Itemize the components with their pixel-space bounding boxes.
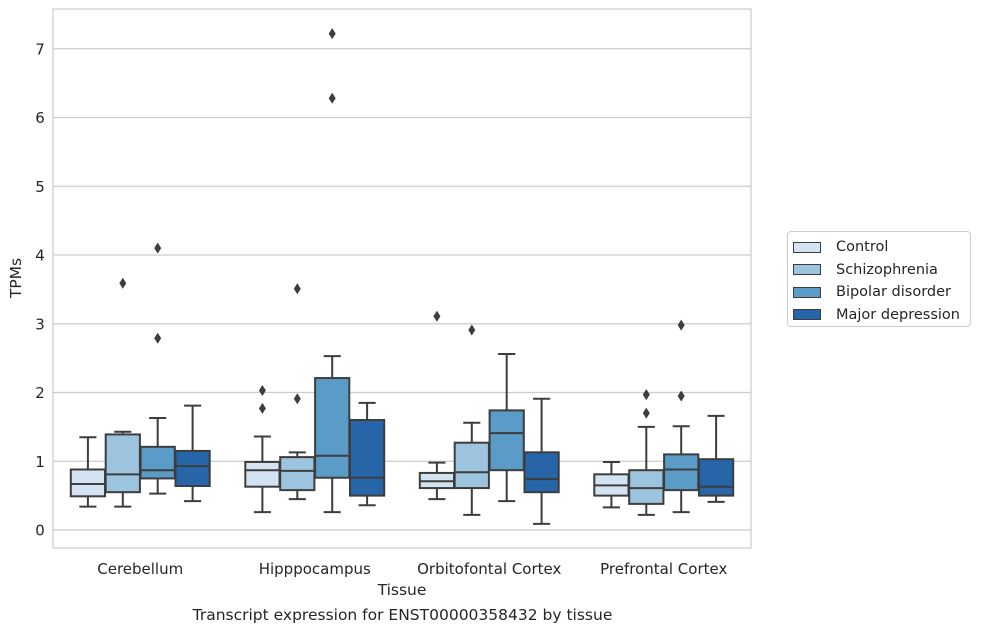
box-plot (523, 397, 560, 525)
outlier-point (433, 310, 441, 322)
x-tick-label: Cerebellum (97, 560, 183, 578)
y-axis-label: TPMs (7, 258, 25, 299)
y-tick-label: 6 (35, 109, 45, 127)
outlier-point (154, 332, 162, 344)
outlier-point (677, 390, 685, 402)
outlier-point (293, 393, 301, 405)
x-axis-ticks: Cerebellum Hipppocampus Orbitofontal Corte… (97, 560, 727, 578)
legend-swatch (793, 309, 821, 321)
box-plot (69, 436, 107, 508)
box-plot (663, 319, 700, 514)
box (488, 409, 525, 472)
box (697, 458, 735, 497)
box-plot (418, 310, 456, 501)
outlier-point (642, 407, 650, 419)
y-axis-ticks: 0 1 2 3 4 5 6 7 (35, 40, 45, 539)
box-plot (104, 277, 141, 508)
legend-label: Major depression (836, 306, 960, 323)
plot-frame (52, 8, 752, 549)
y-tick-label: 2 (35, 384, 45, 402)
box (174, 449, 211, 487)
box (663, 453, 700, 492)
x-tick-label: Prefrontal Cortex (600, 560, 727, 578)
outlier-point (258, 384, 266, 396)
y-tick-label: 4 (35, 247, 45, 265)
box-plot (244, 384, 281, 514)
x-axis-label: Tissue (377, 581, 427, 599)
y-tick-label: 7 (35, 40, 45, 58)
outlier-point (258, 402, 266, 414)
y-tick-label: 5 (35, 178, 45, 196)
legend-label: Bipolar disorder (836, 284, 951, 301)
box (244, 460, 281, 488)
outlier-point (154, 242, 162, 254)
outlier-point (293, 283, 301, 295)
legend-swatch (793, 264, 821, 276)
outlier-point (328, 28, 336, 40)
legend-item-control: Control (793, 236, 970, 259)
box-plot (279, 283, 316, 501)
legend-item-schizophrenia: Schizophrenia (793, 259, 970, 282)
y-tick-label: 3 (35, 315, 45, 333)
legend-swatch (793, 286, 821, 298)
box-plot (314, 28, 351, 514)
figure-caption: Transcript expression for ENST0000035843… (192, 606, 613, 624)
box-series (69, 28, 735, 525)
box (104, 433, 141, 494)
outlier-point (677, 319, 685, 331)
y-tick-label: 0 (35, 522, 45, 540)
box (314, 377, 351, 479)
box (453, 441, 490, 490)
legend-label: Schizophrenia (836, 261, 938, 278)
legend-item-major-depression: Major depression (793, 304, 970, 327)
legend-item-bipolar-disorder: Bipolar disorder (793, 281, 970, 304)
box (523, 451, 560, 494)
legend: Control Schizophrenia Bipolar disorder M… (787, 231, 971, 327)
box (348, 419, 386, 497)
box-plot (593, 460, 630, 509)
y-tick-label: 1 (35, 453, 45, 471)
x-tick-label: Hipppocampus (259, 560, 371, 578)
legend-label: Control (836, 239, 889, 256)
box-plot (174, 404, 211, 503)
box (279, 456, 316, 492)
box (139, 445, 176, 480)
box-plot (453, 324, 490, 516)
box-plot (697, 414, 735, 503)
box-plot (628, 389, 665, 516)
box (628, 469, 665, 505)
outlier-point (119, 277, 127, 289)
box-plot (139, 242, 176, 495)
box-plot (348, 401, 386, 507)
legend-swatch (793, 241, 821, 253)
outlier-point (468, 324, 476, 336)
outlier-point (642, 389, 650, 401)
box (69, 468, 107, 498)
outlier-point (328, 92, 336, 104)
box-plot (488, 353, 525, 503)
x-tick-label: Orbitofontal Cortex (417, 560, 561, 578)
